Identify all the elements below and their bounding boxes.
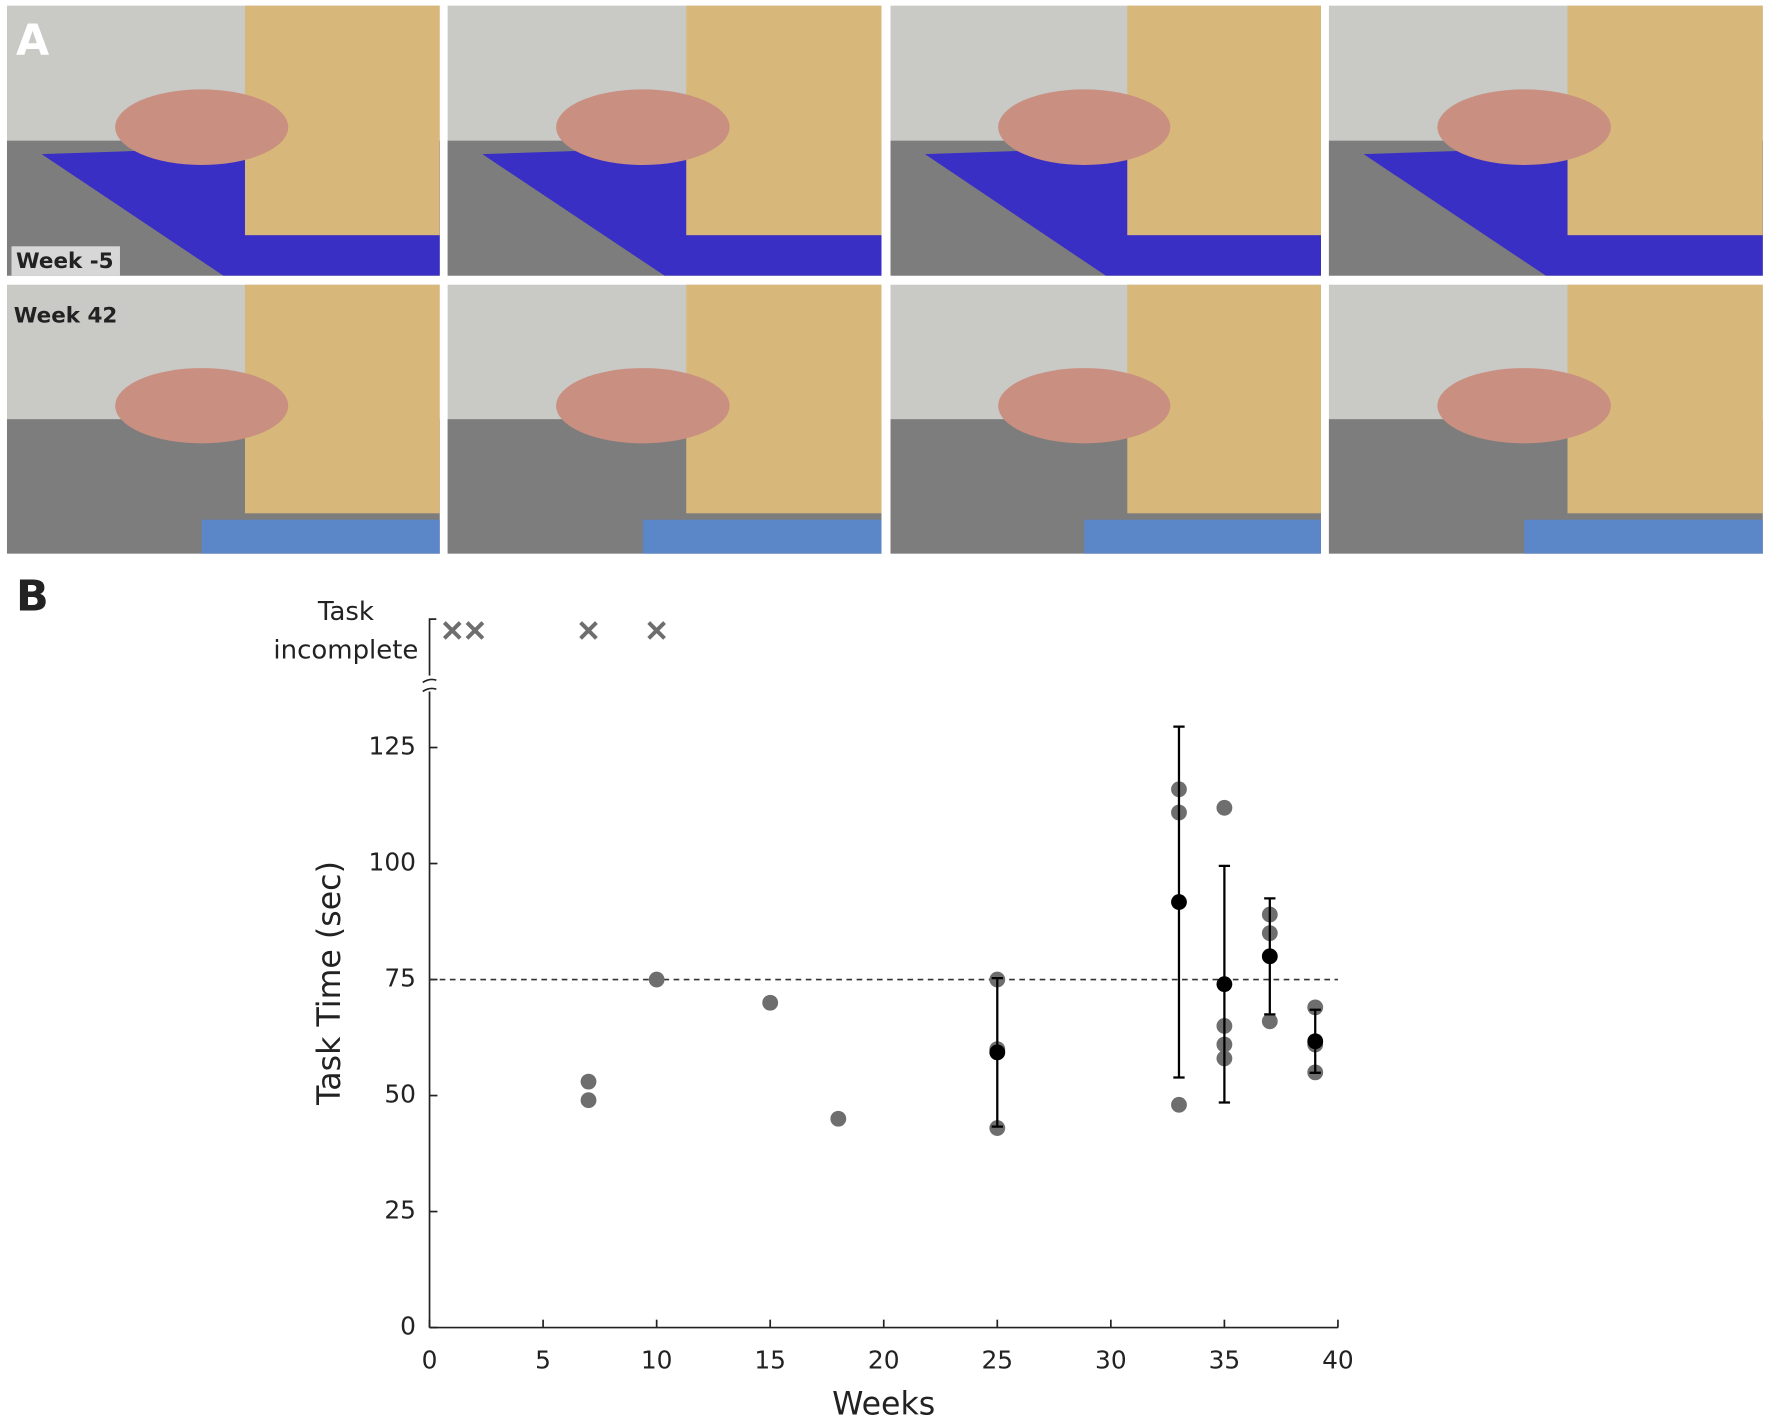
point (648, 971, 665, 988)
y-tick-label: 75 (384, 964, 416, 993)
photo-panel (6, 5, 1763, 554)
photo-hand (1437, 368, 1611, 444)
photo-mat (201, 519, 440, 554)
x-tick-label: 35 (1209, 1345, 1241, 1374)
incomplete-mark (465, 621, 485, 640)
photo-mat (642, 519, 882, 554)
point (580, 1092, 597, 1109)
row-label: Week 42 (14, 303, 118, 328)
point (1216, 799, 1233, 816)
x-tick-label: 5 (535, 1345, 551, 1374)
photo-hand (556, 368, 730, 444)
x-tick-label: 30 (1095, 1345, 1127, 1374)
label-bg (11, 246, 120, 276)
x-tick-label: 0 (422, 1345, 438, 1374)
point (1171, 1096, 1187, 1113)
photo-hand (998, 89, 1171, 165)
row-label: Week -5 (16, 249, 114, 274)
point (580, 1073, 597, 1090)
y-tick-label: 125 (369, 732, 416, 761)
photo-hand (998, 368, 1171, 444)
mean-point (1216, 976, 1233, 993)
photo-hand (1437, 89, 1611, 165)
y-tick-label: 100 (369, 848, 416, 877)
photo-hand (556, 89, 730, 165)
y-tick-label: 50 (384, 1080, 416, 1109)
mean-point (1261, 948, 1278, 965)
x-tick-label: 10 (641, 1345, 673, 1374)
axis-break (422, 678, 437, 693)
photo-mat (1084, 519, 1321, 554)
point (989, 1120, 1006, 1136)
incomplete-label: incomplete (273, 635, 418, 665)
y-tick-label: 0 (400, 1312, 416, 1341)
photo-hand (115, 89, 289, 165)
point (1307, 999, 1324, 1016)
point (762, 994, 779, 1011)
point (830, 1110, 847, 1127)
x-tick-label: 20 (868, 1345, 900, 1374)
x-tick-label: 40 (1322, 1345, 1354, 1374)
point (1261, 1013, 1278, 1030)
photo-hand (115, 368, 289, 444)
y-axis-title: Task Time (sec) (312, 861, 348, 1106)
mean-point (1171, 894, 1187, 910)
y-tick-label: 25 (384, 1196, 416, 1225)
panel-label: A (16, 15, 50, 65)
incomplete-label: Task (317, 597, 374, 627)
incomplete-mark (647, 621, 666, 640)
incomplete-mark (442, 621, 462, 640)
mean-point (989, 1044, 1006, 1061)
x-tick-label: 25 (981, 1345, 1013, 1374)
incomplete-bracket (428, 618, 437, 676)
mean-point (1307, 1033, 1324, 1050)
panel-label: B (16, 571, 49, 621)
incomplete-mark (579, 621, 598, 640)
plot: 0 5 10 15 20 25 30 35 40 0 25 50 75 100 125 (369, 618, 1354, 1374)
x-tick-label: 15 (754, 1345, 786, 1374)
x-axis-title: Weeks (832, 1387, 935, 1423)
photo-mat (1524, 519, 1763, 554)
